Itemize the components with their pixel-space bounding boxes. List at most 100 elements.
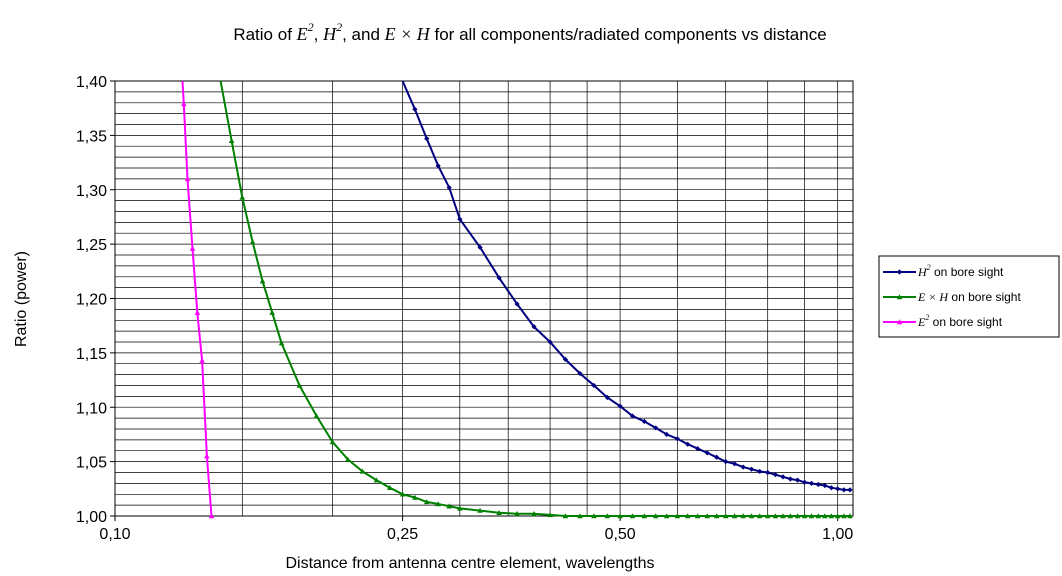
data-point: [684, 513, 691, 519]
data-point: [694, 513, 701, 519]
data-point: [847, 487, 853, 493]
x-tick-label: 1,00: [822, 526, 853, 543]
data-point: [815, 513, 822, 519]
data-point: [828, 513, 835, 519]
data-point: [577, 513, 583, 519]
data-point: [423, 499, 430, 505]
data-point: [228, 138, 235, 144]
data-point: [808, 480, 815, 486]
data-point: [772, 513, 779, 519]
series-h-on-bore-sight: [401, 80, 853, 493]
legend: H2 on bore sight E × H on bore sight E2 on…: [878, 255, 1060, 338]
data-point: [373, 477, 380, 483]
data-point: [591, 513, 597, 519]
data-point: [629, 513, 636, 519]
data-point: [184, 176, 191, 182]
data-point: [664, 431, 670, 438]
data-point: [731, 513, 738, 519]
data-point: [359, 468, 366, 474]
x-tick-label: 0,10: [99, 526, 130, 543]
data-point: [723, 459, 729, 465]
y-tick-label: 1,10: [76, 400, 107, 417]
chart-title: Ratio of E2, H2, and E × H for all compo…: [233, 20, 826, 44]
data-point: [457, 505, 463, 511]
data-point: [704, 450, 710, 456]
data-point: [617, 513, 623, 519]
data-point: [189, 245, 196, 251]
data-point: [828, 485, 834, 491]
data-point: [674, 513, 681, 519]
data-point: [496, 275, 502, 281]
data-point: [412, 106, 418, 112]
data-point: [765, 469, 771, 476]
data-point: [802, 479, 808, 485]
data-point: [296, 382, 303, 388]
x-tick-label: 0,25: [387, 526, 418, 543]
x-tick-label: 0,50: [605, 526, 636, 543]
legend-label: E × H on bore sight: [917, 290, 1021, 304]
data-point: [685, 441, 691, 447]
title-e-exponent: 2: [308, 20, 314, 34]
data-point: [757, 468, 763, 475]
data-point: [815, 481, 821, 488]
data-point: [577, 370, 583, 377]
data-point: [562, 513, 569, 519]
data-point: [794, 513, 801, 519]
data-point: [780, 513, 786, 519]
data-point: [496, 509, 502, 515]
data-point: [808, 513, 815, 519]
data-point: [674, 436, 680, 442]
data-point: [604, 394, 610, 401]
data-point: [446, 503, 452, 509]
y-tick-label: 1,00: [76, 509, 107, 526]
data-point: [847, 513, 853, 519]
data-point: [259, 278, 266, 284]
y-tick-label: 1,30: [76, 183, 107, 200]
data-point: [794, 477, 801, 483]
data-point: [547, 339, 553, 345]
title-cross: E × H: [384, 24, 431, 44]
title-suffix: for all components/radiated components v…: [430, 25, 827, 44]
data-point: [435, 501, 441, 507]
data-point: [412, 494, 418, 500]
legend-entry: E × H on bore sight: [883, 290, 1021, 304]
series-lines: [180, 80, 853, 519]
data-point: [278, 340, 285, 346]
y-tick-label: 1,05: [76, 455, 107, 472]
series-line: [181, 80, 213, 517]
data-point: [194, 309, 201, 315]
data-point: [641, 418, 647, 424]
title-prefix: Ratio of: [233, 25, 296, 44]
data-point: [547, 512, 553, 518]
data-point: [748, 513, 755, 519]
data-point: [629, 413, 636, 419]
title-h-exponent: 2: [336, 20, 342, 34]
data-point: [386, 484, 393, 490]
data-point: [180, 101, 187, 107]
data-point: [531, 511, 537, 517]
data-point: [313, 413, 320, 419]
data-point: [514, 301, 520, 307]
data-point: [896, 319, 903, 325]
data-point: [740, 513, 746, 519]
data-point: [896, 269, 903, 275]
data-point: [695, 445, 701, 452]
title-e-symbol: E: [296, 24, 308, 44]
data-point: [562, 356, 569, 362]
series-e-h-on-bore-sight: [219, 80, 853, 519]
data-point: [269, 309, 275, 315]
y-tick-label: 1,35: [76, 128, 107, 145]
y-tick-label: 1,15: [76, 346, 107, 363]
data-point: [704, 513, 711, 519]
data-point: [239, 194, 246, 200]
data-point: [896, 294, 903, 300]
data-point: [731, 461, 738, 467]
data-point: [199, 357, 205, 363]
data-point: [531, 324, 537, 330]
axis-ticks: 1,00 1,05 1,10 1,15 1,20 1,25 1,30 1,35 1,40 0,10…: [76, 74, 853, 543]
data-point: [424, 136, 430, 142]
title-sep1: ,: [314, 25, 323, 44]
data-point: [780, 474, 786, 480]
data-point: [801, 513, 808, 519]
data-point: [787, 476, 793, 482]
